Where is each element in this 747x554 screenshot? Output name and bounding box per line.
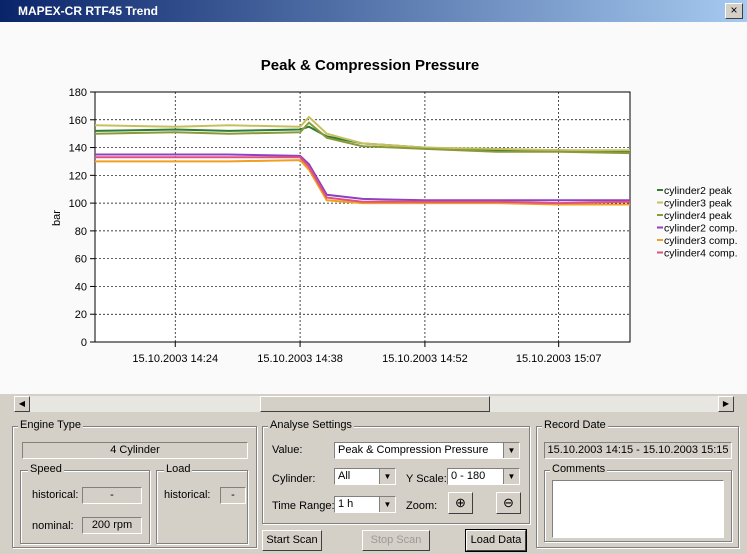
- x-tick-label: 15.10.2003 14:52: [382, 353, 468, 365]
- x-tick-label: 15.10.2003 15:07: [516, 353, 602, 365]
- load-historical-field: -: [220, 487, 246, 504]
- dropdown-arrow[interactable]: ▼: [379, 497, 395, 512]
- legend-label: cylinder4 peak: [664, 210, 732, 222]
- dropdown-text: All: [338, 470, 351, 482]
- y-tick-label: 40: [75, 281, 87, 293]
- label: Y Scale:: [406, 473, 447, 485]
- legend-label: cylinder2 peak: [664, 185, 732, 197]
- stop-scan-button: Stop Scan: [362, 530, 430, 551]
- legend-label: cylinder3 peak: [664, 198, 732, 210]
- group-label: Record Date: [542, 419, 608, 431]
- legend-label: cylinder2 comp.: [664, 223, 738, 235]
- group-label: Comments: [550, 463, 608, 475]
- y-tick-label: 0: [81, 337, 87, 349]
- y-tick-label: 60: [75, 254, 87, 266]
- engine-group: [12, 426, 257, 548]
- label: Value:: [272, 444, 303, 456]
- series-line: [95, 159, 630, 206]
- analyse-group: [262, 426, 530, 524]
- dropdown-arrow[interactable]: ▼: [503, 443, 519, 458]
- record-group: [536, 426, 739, 548]
- legend-label: cylinder4 comp.: [664, 248, 738, 260]
- group-label: Analyse Settings: [268, 419, 354, 431]
- chart: Peak & Compression Pressure bar 0 20 40 60 8…: [0, 22, 747, 394]
- x-tick-label: 15.10.2003 14:38: [257, 353, 343, 365]
- y-tick-label: 120: [69, 170, 87, 182]
- value-dropdown[interactable]: Peak & Compression Pressure ▼: [334, 442, 520, 459]
- dropdown-arrow[interactable]: ▼: [503, 469, 519, 484]
- y-tick-label: 100: [69, 198, 87, 210]
- y-tick-label: 140: [69, 143, 87, 155]
- series-line: [94, 121, 631, 155]
- group-label: Engine Type: [18, 419, 83, 431]
- label: Cylinder:: [272, 473, 316, 485]
- dropdown-text: Peak & Compression Pressure: [338, 444, 489, 456]
- load-group: [156, 470, 248, 544]
- speed-historical-field: -: [82, 487, 142, 504]
- close-button[interactable]: ×: [725, 3, 743, 19]
- comments-group: [544, 470, 732, 542]
- series-line: [95, 156, 631, 205]
- group-label: Speed: [28, 463, 64, 475]
- chart-title: Peak & Compression Pressure: [261, 57, 479, 74]
- label: historical:: [164, 489, 211, 501]
- label: Zoom:: [406, 500, 438, 512]
- engine-type-field: 4 Cylinder: [22, 442, 248, 459]
- window-title: MAPEX-CR RTF45 Trend: [18, 4, 159, 18]
- y-tick-label: 180: [69, 87, 87, 99]
- speed-nominal-field: 200 rpm: [82, 517, 142, 534]
- series-line: [94, 115, 630, 152]
- dropdown-text: 1 h: [338, 498, 354, 510]
- scroll-right[interactable]: ▶: [718, 396, 734, 412]
- start-scan-button[interactable]: Start Scan: [262, 530, 322, 551]
- label: Time Range:: [272, 500, 335, 512]
- speed-group: [20, 470, 150, 544]
- y-tick-label: 80: [75, 226, 87, 238]
- cylinder-dropdown[interactable]: All ▼: [334, 468, 396, 485]
- comments-textbox[interactable]: [552, 480, 724, 538]
- load-data-button[interactable]: Load Data: [465, 529, 527, 552]
- y-tick-label: 160: [69, 115, 87, 127]
- yscale-dropdown[interactable]: 0 - 180 ▼: [447, 468, 520, 485]
- dropdown-text: 0 - 180: [451, 470, 486, 482]
- zoom-in-button[interactable]: ⊕: [448, 492, 473, 514]
- label: historical:: [32, 489, 79, 501]
- zoom-out-button[interactable]: ⊖: [496, 492, 521, 514]
- y-tick-label: 20: [75, 309, 87, 321]
- group-label: Load: [164, 463, 193, 475]
- legend-label: cylinder3 comp.: [664, 235, 738, 247]
- plot-area: [94, 91, 631, 343]
- x-tick-label: 15.10.2003 14:24: [132, 353, 218, 365]
- scroll-left[interactable]: ◀: [14, 396, 30, 412]
- title-bar: MAPEX-CR RTF45 Trend: [0, 0, 747, 22]
- y-axis-label: bar: [51, 210, 63, 226]
- series-line: [95, 153, 630, 202]
- time-range-dropdown[interactable]: 1 h ▼: [334, 496, 396, 513]
- label: nominal:: [32, 520, 74, 532]
- record-date-field: 15.10.2003 14:15 - 15.10.2003 15:15: [544, 442, 732, 459]
- scroll-thumb[interactable]: [260, 396, 490, 412]
- dropdown-arrow[interactable]: ▼: [379, 469, 395, 484]
